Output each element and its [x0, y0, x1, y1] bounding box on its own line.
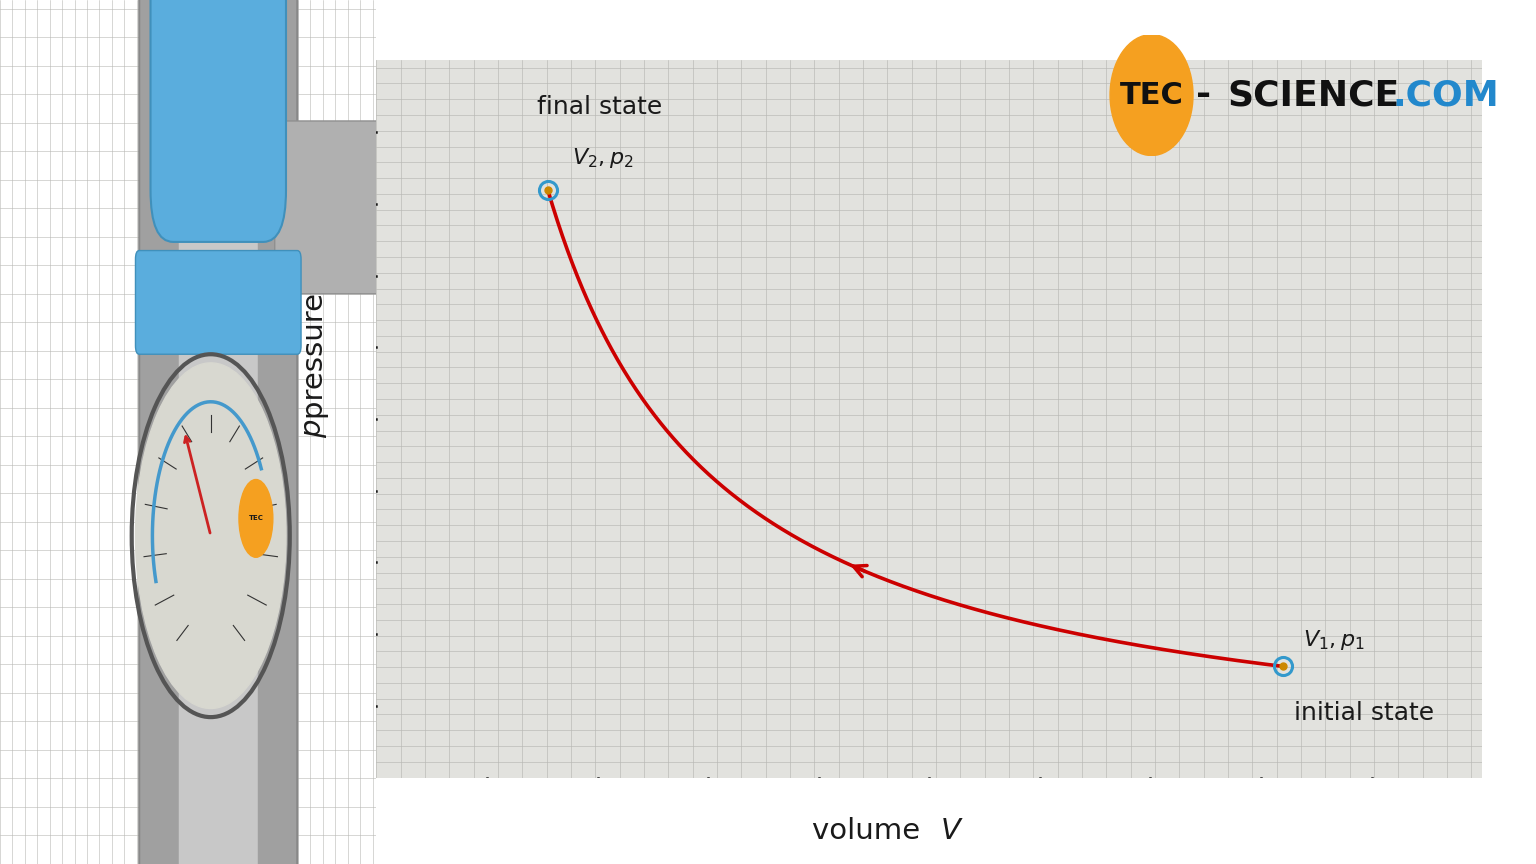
Text: $V_2, p_2$: $V_2, p_2$	[571, 147, 633, 170]
Text: $V_1, p_1$: $V_1, p_1$	[1303, 628, 1364, 652]
Circle shape	[135, 363, 286, 708]
FancyBboxPatch shape	[135, 251, 301, 354]
FancyBboxPatch shape	[178, 0, 258, 864]
Text: volume: volume	[813, 817, 929, 845]
Circle shape	[240, 480, 273, 557]
Text: $p$: $p$	[301, 419, 330, 438]
Text: TEC: TEC	[249, 516, 263, 521]
FancyBboxPatch shape	[151, 0, 286, 242]
Ellipse shape	[1111, 35, 1193, 156]
Text: final state: final state	[536, 95, 662, 119]
Text: TEC: TEC	[1120, 80, 1183, 110]
Text: SCIENCE: SCIENCE	[1227, 78, 1399, 112]
FancyBboxPatch shape	[140, 0, 298, 864]
Text: pressure: pressure	[301, 283, 330, 419]
Text: initial state: initial state	[1295, 702, 1435, 725]
Text: $V$: $V$	[940, 817, 965, 845]
FancyBboxPatch shape	[275, 121, 478, 294]
Text: -: -	[1197, 78, 1210, 112]
Text: .COM: .COM	[1393, 78, 1499, 112]
